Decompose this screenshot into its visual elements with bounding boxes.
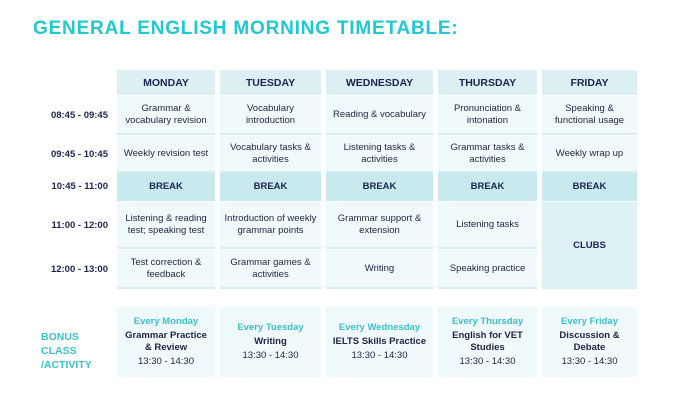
bonus-time: 13:30 - 14:30	[561, 356, 618, 367]
day-header: THURSDAY	[438, 70, 537, 95]
break-cell: BREAK	[117, 173, 215, 201]
page-title: GENERAL ENGLISH MORNING TIMETABLE:	[33, 18, 459, 39]
bonus-day: Every Friday	[560, 316, 619, 327]
bonus-activity: IELTS Skills Practice	[332, 336, 427, 347]
bonus-activity: Writing	[254, 336, 287, 347]
clubs-cell: CLUBS	[542, 202, 637, 289]
day-header: WEDNESDAY	[326, 70, 433, 95]
class-cell: Grammar support & extension	[326, 202, 433, 249]
bonus-time: 13:30 - 14:30	[459, 356, 516, 367]
class-cell: Listening tasks	[438, 202, 537, 249]
bonus-activity: English for VET Studies	[452, 330, 523, 353]
class-cell: Weekly revision test	[117, 136, 215, 173]
time-slot: 12:00 - 13:00	[50, 263, 108, 275]
bonus-time: 13:30 - 14:30	[138, 356, 194, 367]
class-cell: Reading & vocabulary	[326, 96, 433, 135]
class-cell: Weekly wrap up	[542, 136, 637, 173]
class-cell: Pronunciation & intonation	[438, 96, 537, 135]
class-cell: Vocabulary introduction	[220, 96, 321, 135]
bonus-activity: Discussion & Debate	[559, 330, 620, 353]
bonus-day: Every Thursday	[451, 316, 524, 327]
time-slot: 09:45 - 10:45	[50, 148, 108, 160]
time-slot: 10:45 - 11:00	[51, 181, 108, 192]
time-slot: 08:45 - 09:45	[50, 109, 108, 121]
bonus-day: Every Tuesday	[237, 322, 304, 333]
bonus-label: BONUS CLASS /ACTIVITY	[41, 331, 92, 371]
class-cell: Grammar tasks & activities	[438, 136, 537, 173]
class-cell: Introduction of weekly grammar points	[220, 202, 321, 249]
time-slot: 11:00 - 12:00	[51, 219, 108, 231]
break-cell: BREAK	[326, 173, 433, 201]
class-cell: Vocabulary tasks & activities	[220, 136, 321, 173]
class-cell: Grammar & vocabulary revision	[117, 96, 215, 135]
break-cell: BREAK	[438, 173, 537, 201]
class-cell: Listening & reading test; speaking test	[117, 202, 215, 249]
bonus-day: Every Monday	[133, 316, 199, 327]
bonus-cell: Every Thursday English for VET Studies 13:…	[438, 307, 537, 377]
break-cell: BREAK	[542, 173, 637, 201]
day-header: MONDAY	[117, 70, 215, 95]
break-cell: BREAK	[220, 173, 321, 201]
class-cell: Test correction & feedback	[117, 250, 215, 289]
bonus-time: 13:30 - 14:30	[351, 350, 408, 361]
bonus-activity: Grammar Practice & Review	[125, 330, 207, 353]
bonus-cell: Every Friday Discussion & Debate 13:30 - 1…	[542, 307, 637, 377]
class-cell: Speaking & functional usage	[542, 96, 637, 135]
bonus-cell: Every Monday Grammar Practice & Review 13:…	[117, 307, 215, 377]
bonus-day: Every Wednesday	[338, 322, 421, 333]
bonus-cell: Every Wednesday IELTS Skills Practice 13:3…	[326, 307, 433, 377]
class-cell: Speaking practice	[438, 250, 537, 289]
class-cell: Listening tasks & activities	[326, 136, 433, 173]
bonus-cell: Every Tuesday Writing 13:30 - 14:30	[220, 307, 321, 377]
day-header: TUESDAY	[220, 70, 321, 95]
class-cell: Grammar games & activities	[220, 250, 321, 289]
day-header: FRIDAY	[542, 70, 637, 95]
bonus-time: 13:30 - 14:30	[242, 350, 299, 361]
class-cell: Writing	[326, 250, 433, 289]
